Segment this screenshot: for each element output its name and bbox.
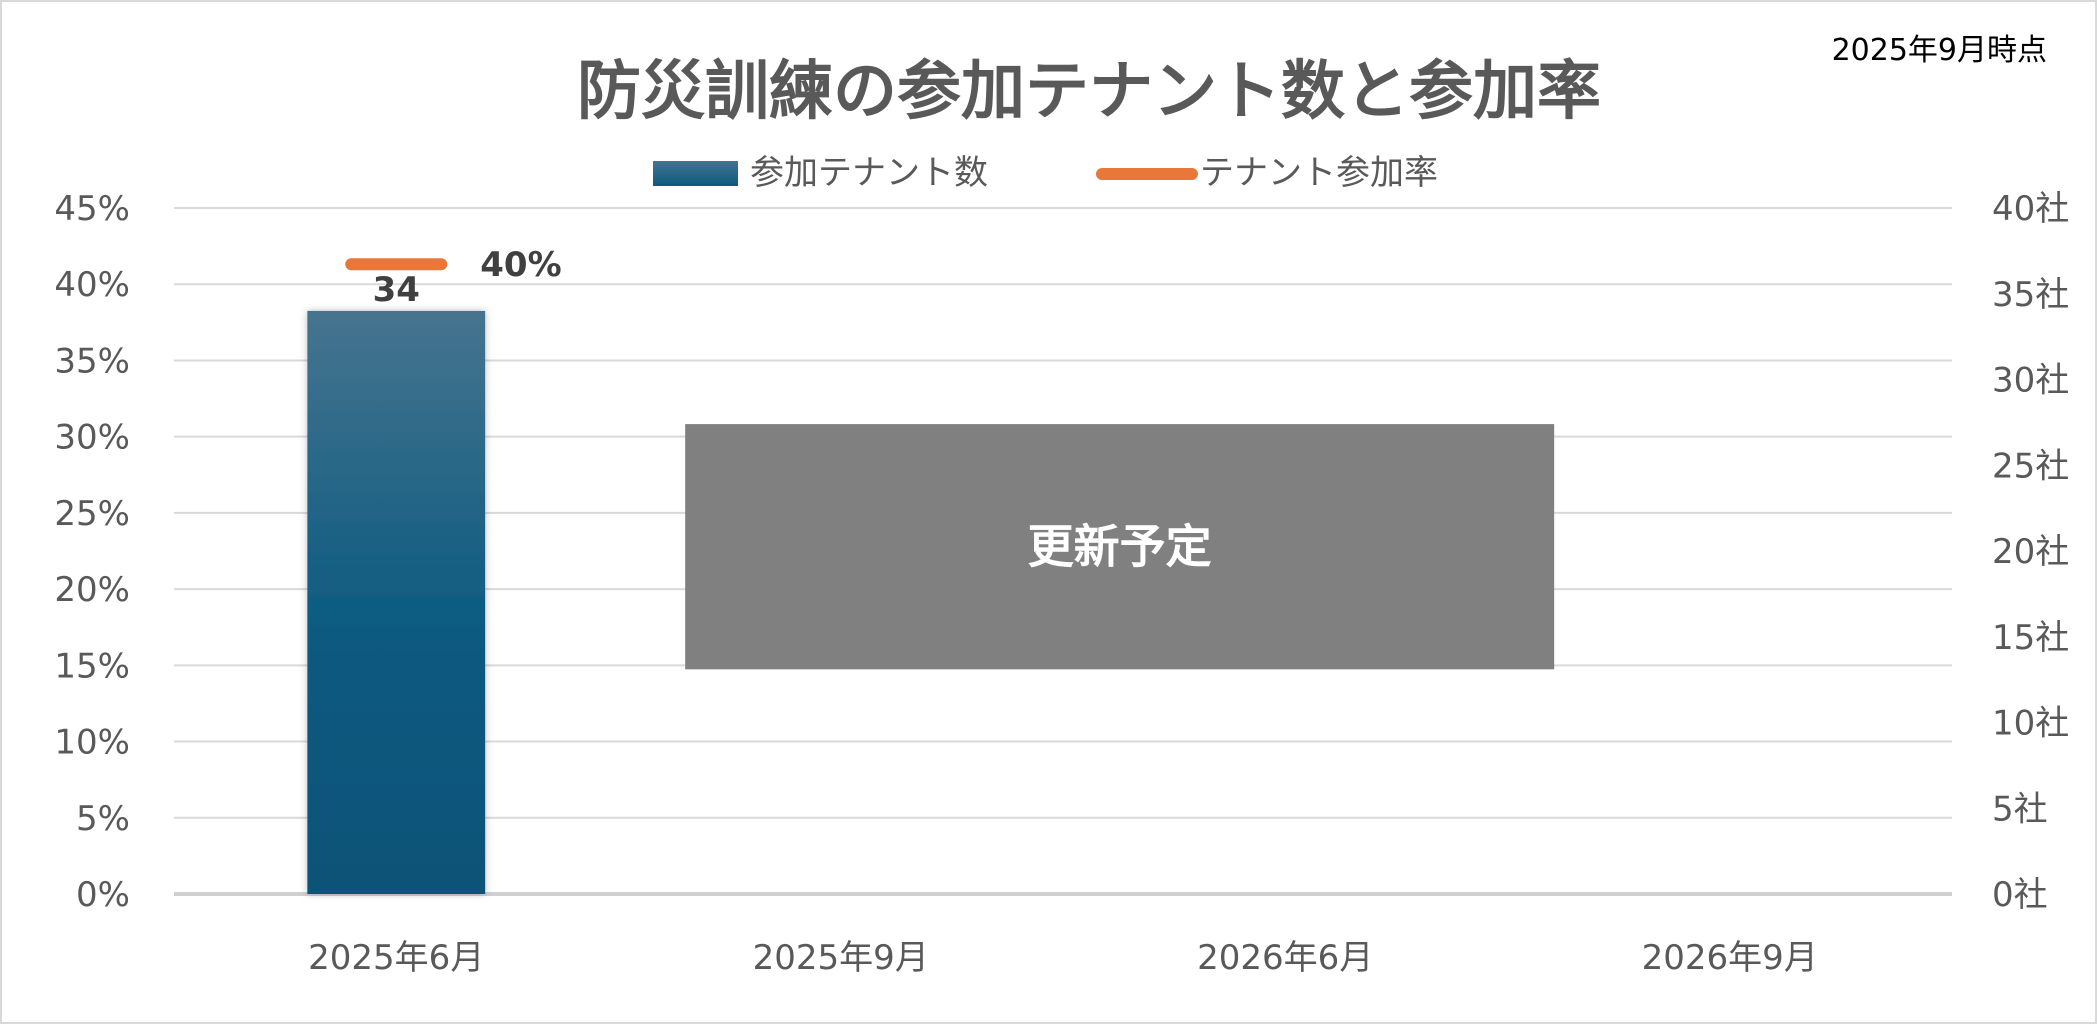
y-left-tick-label: 20% <box>54 570 130 610</box>
x-tick-label: 2026年9月 <box>1642 938 1818 978</box>
y-right-tick-label: 5社 <box>1992 789 2048 829</box>
bar-data-label: 34 <box>373 270 420 310</box>
y-axis-right: 0社 5社 10社 15社 20社 25社 30社 35社 40社 <box>1992 189 2069 915</box>
y-right-tick-label: 30社 <box>1992 361 2069 401</box>
placeholder-group: 更新予定 <box>685 424 1555 670</box>
bar-series <box>307 310 486 894</box>
y-left-tick-label: 40% <box>54 265 130 305</box>
line-data-label: 40% <box>480 245 561 285</box>
bar <box>307 310 486 894</box>
legend-label-bar: 参加テナント数 <box>750 153 988 193</box>
y-left-tick-label: 5% <box>76 799 130 839</box>
legend-label-line: テナント参加率 <box>1200 153 1438 193</box>
legend: 参加テナント数 テナント参加率 <box>653 153 1438 193</box>
y-right-tick-label: 25社 <box>1992 446 2069 486</box>
y-right-tick-label: 10社 <box>1992 704 2069 744</box>
y-right-tick-label: 20社 <box>1992 532 2069 572</box>
y-left-tick-label: 45% <box>54 189 130 229</box>
y-right-tick-label: 0社 <box>1992 875 2048 915</box>
x-tick-label: 2026年6月 <box>1197 938 1373 978</box>
data-labels: 34 40% <box>373 245 562 310</box>
legend-swatch-bar <box>653 161 738 186</box>
placeholder-label: 更新予定 <box>1028 520 1212 574</box>
y-right-tick-label: 15社 <box>1992 618 2069 658</box>
placeholder-box <box>685 424 1555 670</box>
y-left-tick-label: 0% <box>76 875 130 915</box>
y-right-tick-label: 40社 <box>1992 189 2069 229</box>
x-tick-label: 2025年9月 <box>753 938 929 978</box>
x-tick-label: 2025年6月 <box>308 938 484 978</box>
chart-title: 防災訓練の参加テナント数と参加率 <box>577 55 1601 129</box>
y-left-tick-label: 35% <box>54 341 130 381</box>
y-left-tick-label: 30% <box>54 418 130 458</box>
y-left-tick-label: 25% <box>54 494 130 534</box>
y-axis-left: 0% 5% 10% 15% 20% 25% 30% 35% 40% 45% <box>54 189 130 915</box>
y-right-tick-label: 35社 <box>1992 275 2069 315</box>
y-left-tick-label: 15% <box>54 646 130 686</box>
as-of-label: 2025年9月時点 <box>1832 33 2047 68</box>
y-left-tick-label: 10% <box>54 723 130 763</box>
x-axis: 2025年6月 2025年9月 2026年6月 2026年9月 <box>308 938 1818 978</box>
